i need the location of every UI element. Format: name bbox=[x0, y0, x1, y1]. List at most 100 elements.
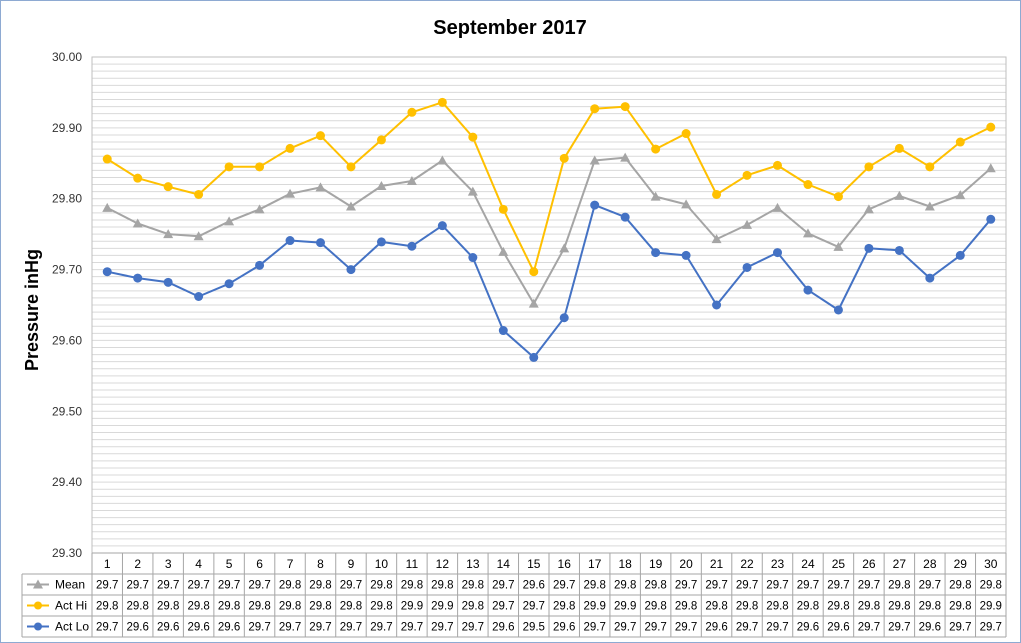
data-point bbox=[102, 202, 113, 212]
table-cell: 29.7 bbox=[614, 622, 636, 634]
y-tick-label: 29.40 bbox=[52, 475, 82, 489]
table-cell: 29.9 bbox=[401, 601, 423, 613]
data-point bbox=[132, 218, 143, 228]
data-point bbox=[955, 250, 965, 260]
data-point bbox=[102, 267, 112, 277]
y-axis-label: Pressure inHg bbox=[22, 249, 42, 371]
x-tick-label: 29 bbox=[954, 557, 968, 571]
data-point bbox=[681, 129, 691, 139]
table-cell: 29.7 bbox=[736, 622, 758, 634]
table-cell: 29.8 bbox=[462, 601, 484, 613]
data-point bbox=[620, 102, 630, 112]
data-point bbox=[407, 107, 417, 117]
data-table: 1 2 3 4 5 6 7 8 9 10 11 12 13 14 15 16 17 18 19 20 21 22 23 24 2… bbox=[21, 552, 1007, 638]
table-cell: 29.7 bbox=[340, 580, 362, 592]
data-point bbox=[620, 212, 630, 222]
x-tick-label: 24 bbox=[801, 557, 815, 571]
series-lines bbox=[102, 97, 996, 362]
table-cell: 29.7 bbox=[584, 622, 606, 634]
table-cell: 29.9 bbox=[614, 601, 636, 613]
table-cell: 29.8 bbox=[370, 580, 392, 592]
data-point bbox=[894, 245, 904, 255]
table-cell: 29.8 bbox=[614, 580, 636, 592]
table-cell: 29.7 bbox=[797, 580, 819, 592]
data-point bbox=[224, 279, 234, 289]
data-point bbox=[376, 237, 386, 247]
data-point bbox=[711, 234, 722, 244]
table-cell: 29.6 bbox=[187, 622, 209, 634]
x-tick-label: 28 bbox=[923, 557, 937, 571]
table-cell: 29.8 bbox=[919, 601, 941, 613]
table-cell: 29.8 bbox=[644, 601, 666, 613]
table-cell: 29.8 bbox=[401, 580, 423, 592]
x-tick-label: 15 bbox=[527, 557, 541, 571]
table-cell: 29.8 bbox=[705, 601, 727, 613]
data-point bbox=[376, 180, 387, 190]
data-point bbox=[163, 182, 173, 192]
table-cell: 29.7 bbox=[858, 580, 880, 592]
data-point bbox=[924, 201, 935, 211]
data-point bbox=[894, 143, 904, 153]
table-cell: 29.7 bbox=[675, 580, 697, 592]
table-cell: 29.6 bbox=[492, 622, 514, 634]
data-point bbox=[254, 204, 265, 214]
x-tick-label: 23 bbox=[771, 557, 785, 571]
table-cell: 29.7 bbox=[980, 622, 1002, 634]
table-cell: 29.8 bbox=[218, 601, 240, 613]
data-point bbox=[285, 236, 295, 246]
table-cell: 29.7 bbox=[675, 622, 697, 634]
table-cell: 29.7 bbox=[279, 622, 301, 634]
x-tick-label: 27 bbox=[893, 557, 907, 571]
table-cell: 29.8 bbox=[949, 580, 971, 592]
table-cell: 29.8 bbox=[431, 580, 453, 592]
legend-key-marker bbox=[34, 622, 42, 631]
x-tick-label: 8 bbox=[317, 557, 324, 571]
table-cell: 29.7 bbox=[919, 580, 941, 592]
table-cell: 29.8 bbox=[462, 580, 484, 592]
data-point bbox=[590, 104, 600, 114]
data-point bbox=[102, 154, 112, 164]
legend-label: Mean bbox=[55, 578, 85, 592]
table-cell: 29.6 bbox=[797, 622, 819, 634]
table-cell: 29.8 bbox=[827, 601, 849, 613]
table-cell: 29.7 bbox=[401, 622, 423, 634]
table-cell: 29.8 bbox=[248, 601, 270, 613]
table-cell: 29.9 bbox=[980, 601, 1002, 613]
data-point bbox=[742, 262, 752, 272]
table-cell: 29.7 bbox=[644, 622, 666, 634]
table-cell: 29.8 bbox=[157, 601, 179, 613]
table-cell: 29.7 bbox=[340, 622, 362, 634]
data-point bbox=[437, 155, 448, 165]
data-point bbox=[955, 190, 966, 200]
data-point bbox=[925, 162, 935, 172]
table-cell: 29.7 bbox=[766, 580, 788, 592]
data-point bbox=[955, 137, 965, 147]
table-cell: 29.7 bbox=[736, 580, 758, 592]
series-line bbox=[106, 204, 992, 359]
legend-label: Act Lo bbox=[55, 620, 89, 634]
data-point bbox=[529, 267, 539, 277]
x-tick-label: 14 bbox=[497, 557, 511, 571]
table-cell: 29.7 bbox=[248, 622, 270, 634]
table-cell: 29.7 bbox=[523, 601, 545, 613]
series-line bbox=[106, 156, 992, 305]
data-point bbox=[833, 305, 843, 315]
data-point bbox=[498, 326, 508, 336]
legend-key-marker bbox=[33, 579, 43, 589]
data-point bbox=[925, 273, 935, 283]
x-tick-label: 22 bbox=[740, 557, 754, 571]
x-tick-label: 21 bbox=[710, 557, 724, 571]
y-tick-label: 29.70 bbox=[52, 263, 82, 277]
y-tick-label: 29.90 bbox=[52, 121, 82, 135]
x-tick-label: 6 bbox=[256, 557, 263, 571]
data-point bbox=[863, 204, 874, 214]
data-point bbox=[559, 243, 570, 253]
table-cell: 29.7 bbox=[370, 622, 392, 634]
x-tick-label: 9 bbox=[348, 557, 355, 571]
table-cell: 29.8 bbox=[279, 601, 301, 613]
data-point bbox=[346, 265, 356, 275]
data-point bbox=[498, 204, 508, 214]
y-tick-label: 29.50 bbox=[52, 404, 82, 418]
data-point bbox=[346, 162, 356, 172]
table-cell: 29.8 bbox=[584, 580, 606, 592]
